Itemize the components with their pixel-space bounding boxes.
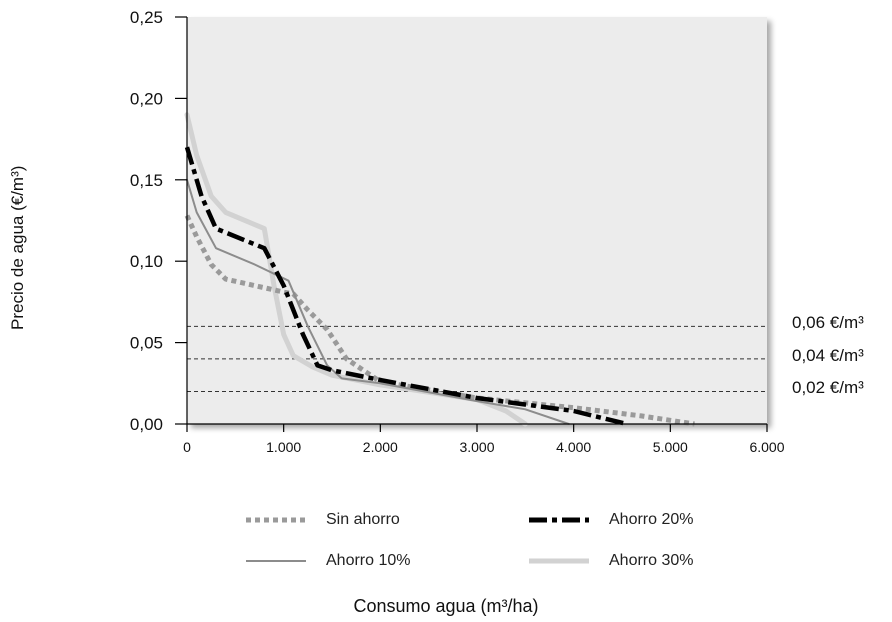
legend-swatch-sin-ahorro <box>246 517 306 523</box>
legend-label: Ahorro 10% <box>326 552 411 569</box>
y-tick-label: 0,05 <box>130 334 163 353</box>
x-tick-label: 5.000 <box>653 439 688 455</box>
x-tick-label: 2.000 <box>363 439 398 455</box>
y-tick-label: 0,00 <box>130 415 163 434</box>
y-axis-title-wrap: Precio de agua (€/m³) <box>8 166 28 350</box>
legend-item-sin-ahorro: Sin ahorro <box>244 511 400 529</box>
series-line-ahorro-10- <box>186 178 570 425</box>
y-tick-label: 0,25 <box>130 8 163 27</box>
plot-background <box>187 17 767 424</box>
legend-swatch-ahorro-10 <box>246 560 306 562</box>
reference-lines <box>187 325 767 392</box>
legend-swatch-ahorro-30 <box>529 558 589 564</box>
legend-swatch-ahorro-20 <box>529 517 589 523</box>
legend-item-ahorro-10: Ahorro 10% <box>244 552 411 570</box>
legend-label: Sin ahorro <box>326 511 400 528</box>
reference-line-label: 0,02 €/m³ <box>792 378 864 398</box>
legend-label: Ahorro 30% <box>609 552 694 569</box>
y-tick-label: 0,10 <box>130 252 163 271</box>
y-tick-label: 0,15 <box>130 171 163 190</box>
y-tick-label: 0,20 <box>130 89 163 108</box>
x-axis-title: Consumo agua (m³/ha) <box>353 596 539 616</box>
x-tick-label: 4.000 <box>556 439 591 455</box>
legend-label: Ahorro 20% <box>609 511 694 528</box>
legend-item-ahorro-20: Ahorro 20% <box>527 511 694 529</box>
series-layer <box>184 112 695 427</box>
reference-line-label: 0,06 €/m³ <box>792 313 864 333</box>
x-tick-label: 0 <box>183 439 191 455</box>
x-tick-label: 6.000 <box>749 439 784 455</box>
axes: 0,00 0,05 0,10 0,15 0,20 0,25 0 1.000 2.000 3.000… <box>130 8 785 455</box>
legend-item-ahorro-30: Ahorro 30% <box>527 552 694 570</box>
x-tick-label: 3.000 <box>459 439 494 455</box>
series-line-ahorro-20- <box>184 146 628 427</box>
reference-line-label: 0,04 €/m³ <box>792 345 864 365</box>
y-axis-title: Precio de agua (€/m³) <box>8 165 27 330</box>
x-tick-label: 1.000 <box>266 439 301 455</box>
